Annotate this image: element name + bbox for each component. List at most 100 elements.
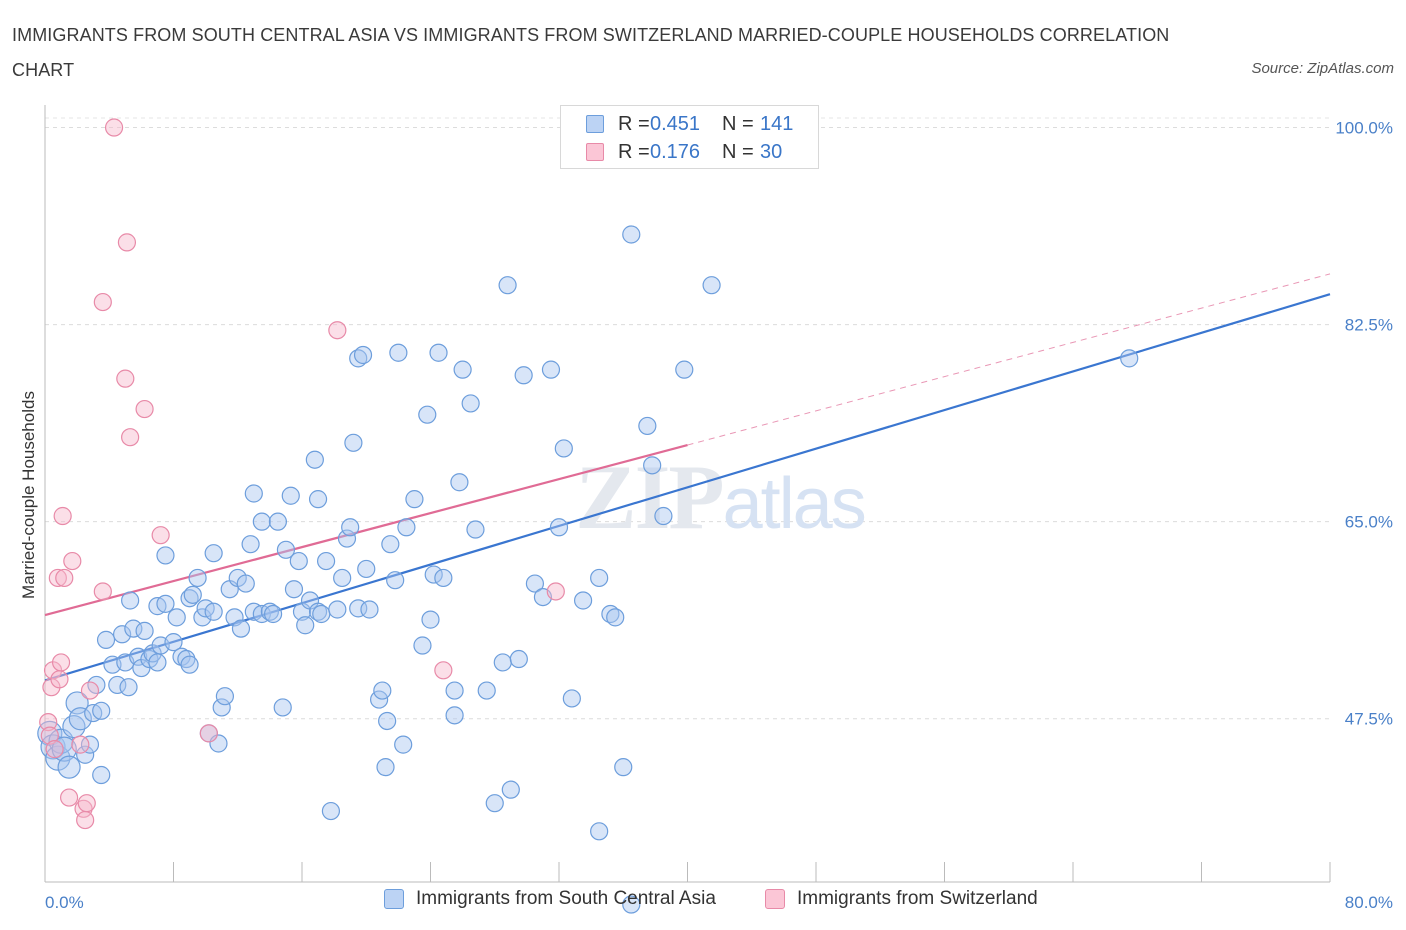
- legend-row-south-central-asia: R = 0.451 N = 141: [586, 111, 793, 137]
- point-south-central-asia: [541, 360, 561, 379]
- point-south-central-asia: [183, 585, 202, 604]
- stats-legend: R = 0.451 N = 141 R = 0.176 N = 30: [560, 105, 819, 169]
- legend-item-south-central-asia: Immigrants from South Central Asia: [384, 888, 716, 910]
- point-south-central-asia: [445, 681, 464, 700]
- trend-line-switzerland: [44, 444, 688, 617]
- legend-series-name: Immigrants from Switzerland: [797, 888, 1038, 909]
- point-south-central-asia: [445, 706, 464, 725]
- point-south-central-asia: [119, 678, 138, 697]
- point-switzerland: [93, 582, 112, 601]
- legend-n-value: 141: [760, 112, 794, 135]
- point-south-central-asia: [477, 681, 496, 700]
- point-south-central-asia: [236, 574, 255, 593]
- point-south-central-asia: [68, 707, 92, 731]
- point-south-central-asia: [549, 518, 569, 537]
- y-axis-label: Married-couple Households: [19, 391, 38, 599]
- point-switzerland: [39, 712, 58, 732]
- legend-r-label: R =: [618, 140, 650, 163]
- point-south-central-asia: [76, 745, 95, 764]
- trend-line-south-central-asia: [44, 293, 1331, 682]
- point-south-central-asia: [121, 591, 140, 610]
- point-south-central-asia: [188, 568, 207, 588]
- point-south-central-asia: [129, 647, 148, 666]
- point-south-central-asia: [312, 604, 331, 624]
- axes: [44, 105, 1331, 883]
- point-switzerland: [51, 653, 71, 672]
- point-switzerland: [116, 369, 135, 388]
- point-switzerland: [117, 233, 137, 252]
- point-south-central-asia: [453, 360, 472, 379]
- point-switzerland: [135, 399, 154, 419]
- point-south-central-asia: [344, 433, 363, 452]
- point-south-central-asia: [601, 604, 620, 624]
- legend-n-label: N =: [722, 140, 754, 163]
- point-switzerland: [76, 810, 95, 830]
- point-south-central-asia: [418, 405, 437, 424]
- legend-series-name: Immigrants from South Central Asia: [416, 888, 716, 909]
- y-tick-label: 100.0%: [1335, 119, 1393, 138]
- point-south-central-asia: [373, 681, 392, 700]
- data-points: [37, 118, 1139, 914]
- legend-n-label: N =: [722, 112, 754, 135]
- point-south-central-asia: [180, 655, 199, 674]
- point-south-central-asia: [643, 456, 662, 475]
- point-switzerland: [104, 118, 124, 137]
- point-switzerland: [53, 506, 72, 526]
- point-south-central-asia: [424, 565, 443, 584]
- point-south-central-asia: [57, 755, 81, 779]
- point-south-central-asia: [381, 535, 400, 554]
- point-south-central-asia: [562, 689, 581, 708]
- point-south-central-asia: [485, 794, 504, 813]
- legend-r-label: R =: [618, 112, 650, 135]
- legend-row-switzerland: R = 0.176 N = 30: [586, 139, 782, 165]
- point-south-central-asia: [341, 518, 360, 537]
- legend-r-value: 0.451: [650, 112, 701, 135]
- point-south-central-asia: [148, 653, 167, 672]
- point-south-central-asia: [180, 589, 199, 608]
- y-tick-label: 47.5%: [1345, 710, 1393, 729]
- trend-lines: [44, 273, 1331, 682]
- point-south-central-asia: [466, 520, 485, 539]
- series-legend: Immigrants from South Central Asia Immig…: [0, 888, 1406, 916]
- legend-item-switzerland: Immigrants from Switzerland: [765, 888, 1038, 910]
- point-south-central-asia: [554, 439, 573, 458]
- point-south-central-asia: [434, 568, 453, 588]
- chart-title: IMMIGRANTS FROM SOUTH CENTRAL ASIA VS IM…: [12, 25, 1170, 80]
- point-switzerland: [71, 735, 90, 754]
- point-south-central-asia: [212, 698, 231, 717]
- point-south-central-asia: [281, 486, 300, 505]
- point-south-central-asia: [397, 518, 416, 537]
- point-south-central-asia: [135, 621, 154, 640]
- point-south-central-asia: [606, 608, 625, 627]
- point-south-central-asia: [80, 735, 100, 754]
- point-south-central-asia: [289, 551, 308, 571]
- legend-swatch-blue: [384, 889, 404, 909]
- point-south-central-asia: [376, 758, 395, 777]
- point-south-central-asia: [654, 506, 673, 526]
- point-south-central-asia: [308, 602, 328, 621]
- point-south-central-asia: [461, 394, 480, 413]
- point-switzerland: [328, 321, 347, 340]
- point-south-central-asia: [378, 711, 397, 731]
- point-switzerland: [199, 724, 218, 743]
- point-switzerland: [121, 428, 140, 447]
- point-switzerland: [40, 726, 59, 745]
- point-south-central-asia: [156, 546, 175, 565]
- point-south-central-asia: [305, 450, 324, 469]
- point-south-central-asia: [429, 343, 448, 362]
- point-south-central-asia: [421, 610, 440, 629]
- point-switzerland: [80, 681, 100, 700]
- point-south-central-asia: [167, 608, 186, 627]
- point-south-central-asia: [273, 698, 292, 717]
- point-south-central-asia: [493, 653, 512, 672]
- point-south-central-asia: [164, 633, 183, 652]
- point-switzerland: [77, 794, 96, 813]
- point-south-central-asia: [413, 636, 432, 655]
- point-south-central-asia: [386, 571, 405, 590]
- point-south-central-asia: [337, 529, 357, 548]
- point-switzerland: [63, 551, 82, 571]
- point-south-central-asia: [108, 675, 127, 695]
- point-south-central-asia: [450, 473, 469, 492]
- point-south-central-asia: [244, 484, 263, 503]
